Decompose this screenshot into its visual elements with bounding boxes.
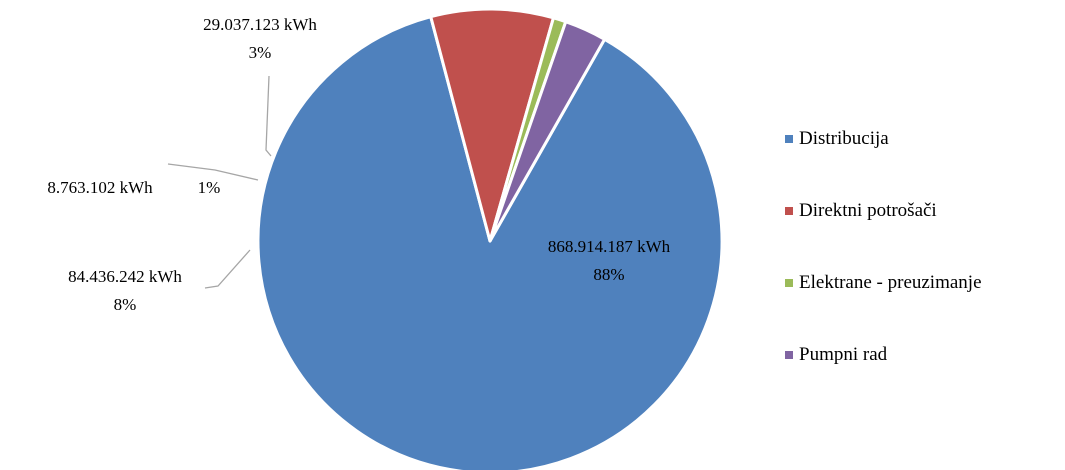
pie-slices	[256, 7, 724, 470]
label-elektrane-value: 8.763.102 kWh	[47, 178, 153, 197]
pie-slice-direktni[interactable]	[429, 7, 555, 243]
label-direktni-percent: 8%	[114, 295, 137, 314]
legend-label-distribucija: Distribucija	[799, 128, 889, 149]
label-pumpni-percent: 3%	[249, 43, 272, 62]
legend-label-elektrane: Elektrane - preuzimanje	[799, 272, 982, 293]
legend-swatch-distribucija	[785, 135, 793, 143]
leader-line-pumpni-rad	[265, 75, 272, 157]
legend-item-pumpni[interactable]: Pumpni rad	[785, 344, 982, 366]
label-direktni-value: 84.436.242 kWh	[68, 267, 182, 286]
leader-lines	[167, 75, 272, 289]
label-distribucija-value: 868.914.187 kWh	[548, 237, 671, 256]
label-distribucija-percent: 88%	[593, 265, 624, 284]
pie-slice-pumpni[interactable]	[488, 20, 607, 243]
leader-line-direktni	[204, 249, 251, 289]
label-elektrane-percent: 1%	[198, 178, 221, 197]
legend-item-distribucija[interactable]: Distribucija	[785, 128, 982, 150]
legend-item-direktni[interactable]: Direktni potrošači	[785, 200, 982, 222]
legend-swatch-pumpni	[785, 351, 793, 359]
legend-item-elektrane[interactable]: Elektrane - preuzimanje	[785, 272, 982, 294]
pie-slice-distribucija[interactable]	[256, 15, 724, 470]
legend-label-direktni: Direktni potrošači	[799, 200, 937, 221]
legend-swatch-direktni	[785, 207, 793, 215]
legend-label-pumpni: Pumpni rad	[799, 344, 888, 365]
label-pumpni-value: 29.037.123 kWh	[203, 15, 317, 34]
legend-swatch-elektrane	[785, 279, 793, 287]
leader-line-elektrane	[167, 163, 259, 181]
data-labels: 868.914.187 kWh 88% 84.436.242 kWh 8% 8.…	[47, 15, 670, 314]
legend: Distribucija Direktni potrošači Elektran…	[785, 128, 982, 416]
